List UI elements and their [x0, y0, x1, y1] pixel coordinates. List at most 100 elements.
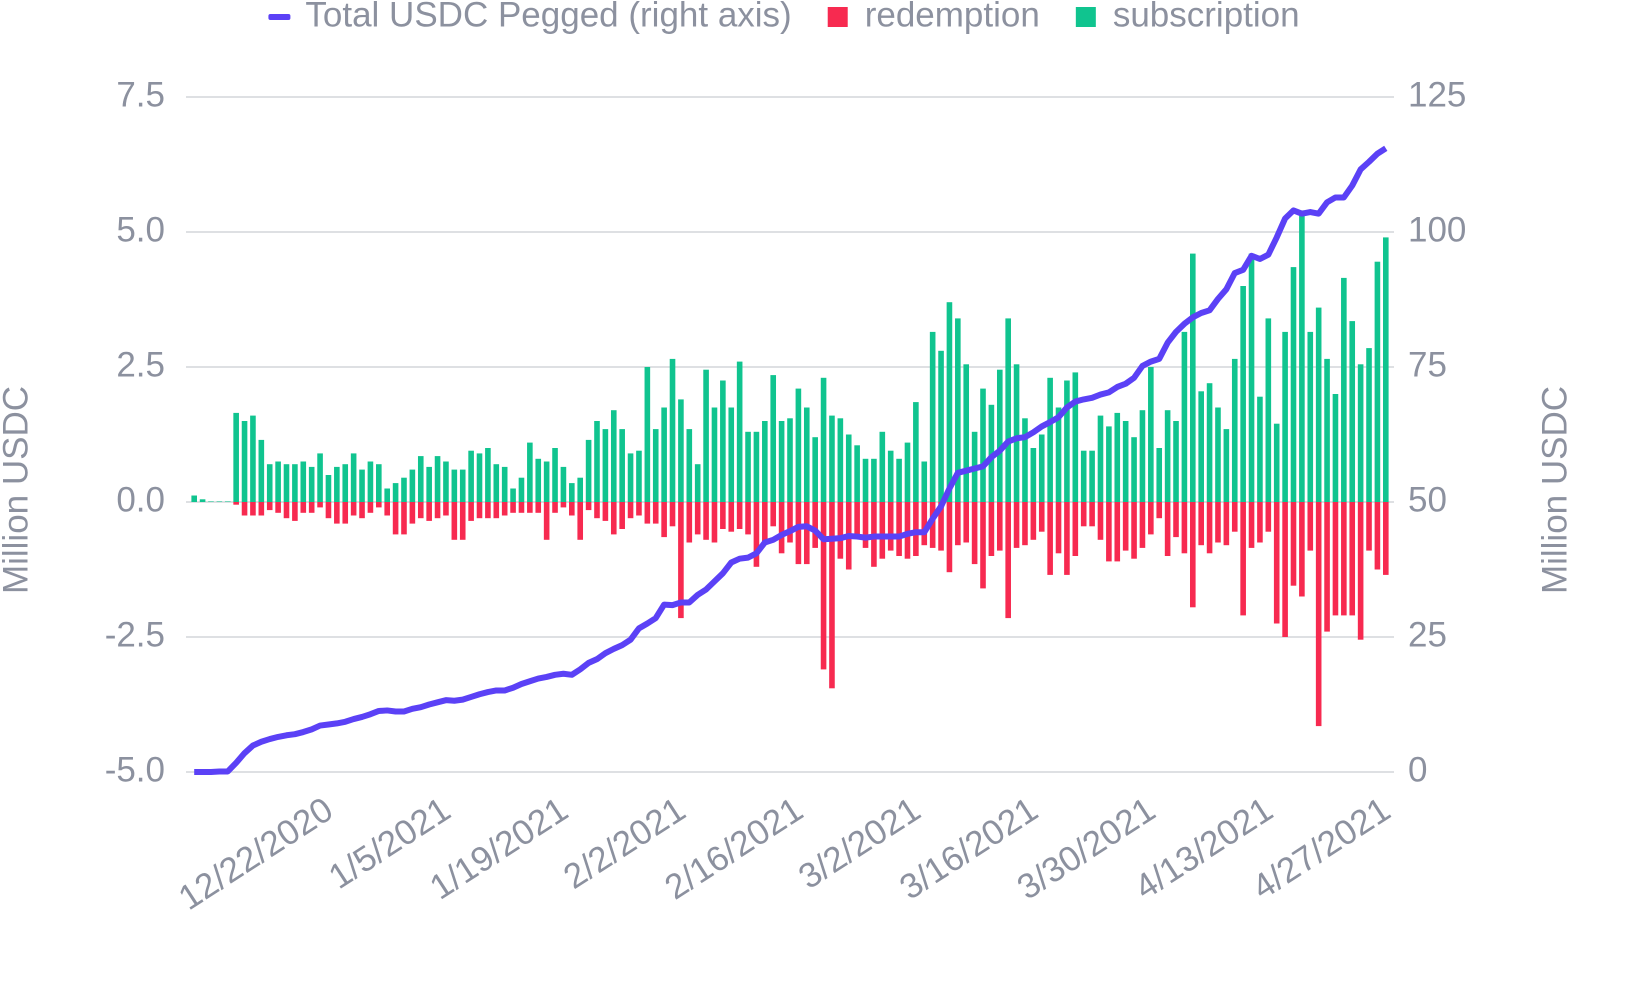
- y-tick-label: -2.5: [105, 615, 165, 654]
- bar: [409, 502, 416, 524]
- bar: [988, 502, 995, 556]
- bar: [921, 502, 928, 546]
- bar: [854, 445, 860, 502]
- bar: [745, 431, 751, 502]
- bar: [275, 502, 281, 513]
- bar: [686, 502, 693, 543]
- bar: [644, 502, 651, 524]
- bar: [317, 502, 323, 508]
- bar: [938, 502, 944, 551]
- bar: [1038, 434, 1045, 502]
- bar: [879, 431, 886, 502]
- bar: [1139, 410, 1146, 502]
- bar: [376, 502, 382, 508]
- bar: [1181, 331, 1188, 502]
- bar: [627, 453, 634, 502]
- bar: [1383, 237, 1389, 502]
- bar: [1374, 502, 1381, 570]
- bar: [468, 502, 474, 521]
- bar: [1299, 210, 1305, 502]
- bar: [1131, 437, 1137, 502]
- legend-swatch: [1075, 7, 1096, 27]
- bar: [946, 302, 953, 502]
- bar: [1114, 502, 1121, 562]
- bar: [434, 456, 441, 502]
- y2-tick-label: 25: [1408, 615, 1447, 654]
- bar: [837, 502, 844, 559]
- bar: [1257, 396, 1263, 502]
- bar: [963, 502, 970, 543]
- bar: [787, 418, 793, 502]
- legend-label: Total USDC Pegged (right axis): [305, 0, 791, 34]
- bar: [1265, 318, 1272, 502]
- bar: [1273, 502, 1280, 624]
- bar: [711, 407, 718, 502]
- y2-tick-label: 100: [1408, 210, 1466, 249]
- bar: [1349, 502, 1356, 616]
- bar: [1366, 348, 1372, 502]
- bar: [384, 488, 391, 502]
- bar: [493, 502, 500, 519]
- bar: [527, 442, 533, 502]
- bar: [955, 318, 961, 502]
- bar: [770, 502, 777, 527]
- bar: [266, 464, 273, 502]
- bar: [283, 464, 290, 502]
- bar: [476, 453, 483, 502]
- bar: [367, 461, 374, 502]
- bar: [1064, 502, 1070, 575]
- bar: [686, 429, 693, 502]
- bar: [896, 502, 902, 556]
- bar: [770, 375, 777, 502]
- y-tick-label: 7.5: [116, 75, 165, 114]
- bar: [1022, 418, 1028, 502]
- bar: [308, 466, 315, 502]
- bar: [1047, 502, 1053, 575]
- bar: [1005, 318, 1011, 502]
- bar: [350, 453, 357, 502]
- bar: [367, 502, 374, 513]
- bar: [468, 450, 474, 502]
- bar: [208, 501, 214, 502]
- bar: [904, 502, 911, 559]
- bar: [392, 483, 399, 502]
- bar: [1173, 421, 1179, 502]
- bar: [795, 388, 802, 502]
- bar: [1374, 261, 1381, 502]
- bar: [803, 407, 810, 502]
- bar: [417, 456, 424, 502]
- bar: [812, 502, 818, 548]
- bar: [1231, 502, 1238, 532]
- bar: [501, 466, 508, 502]
- bar: [1131, 502, 1137, 559]
- bar: [1282, 502, 1288, 637]
- bar: [1366, 502, 1372, 551]
- bar: [1282, 331, 1288, 502]
- bar: [829, 415, 835, 502]
- bar: [1189, 502, 1196, 608]
- legend-swatch: [268, 14, 291, 20]
- bar: [552, 502, 558, 513]
- bar: [308, 502, 315, 513]
- bar: [233, 412, 239, 502]
- bar: [728, 502, 735, 532]
- bar: [980, 388, 986, 502]
- bar: [619, 429, 625, 502]
- bar: [359, 469, 365, 502]
- bar: [1257, 502, 1263, 543]
- bar: [459, 502, 466, 540]
- bar: [250, 415, 256, 502]
- bar: [241, 421, 248, 502]
- bar: [518, 502, 525, 513]
- bar: [938, 350, 944, 502]
- y2-tick-label: 0: [1408, 750, 1427, 789]
- bar: [1106, 426, 1112, 502]
- bar: [913, 402, 919, 502]
- bar: [224, 501, 231, 502]
- bar: [585, 439, 592, 502]
- bar: [820, 377, 827, 502]
- bar: [485, 448, 491, 502]
- bar: [1047, 377, 1053, 502]
- bar: [283, 502, 290, 519]
